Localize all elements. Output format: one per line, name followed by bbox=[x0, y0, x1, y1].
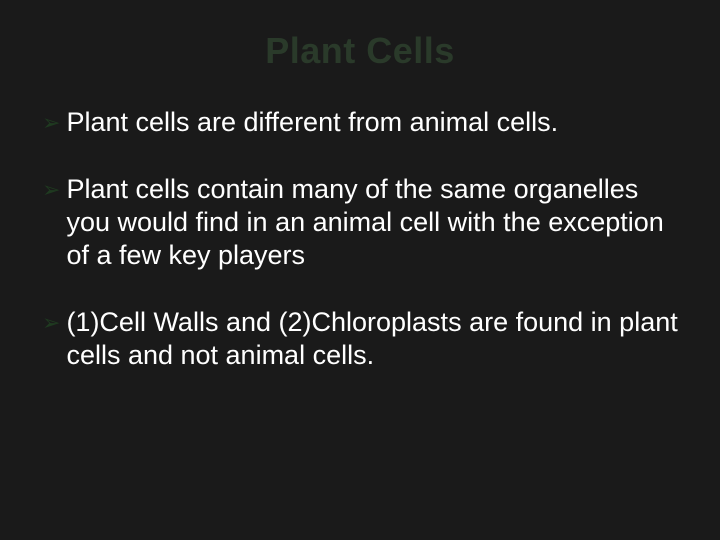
bullet-text: (1)Cell Walls and (2)Chloroplasts are fo… bbox=[66, 306, 678, 372]
bullet-text: Plant cells contain many of the same org… bbox=[66, 173, 678, 272]
bullet-text: Plant cells are different from animal ce… bbox=[66, 106, 678, 139]
list-item: ➢ Plant cells contain many of the same o… bbox=[42, 173, 678, 272]
slide-title: Plant Cells bbox=[42, 30, 678, 72]
bullet-list: ➢ Plant cells are different from animal … bbox=[42, 106, 678, 372]
list-item: ➢ Plant cells are different from animal … bbox=[42, 106, 678, 139]
list-item: ➢ (1)Cell Walls and (2)Chloroplasts are … bbox=[42, 306, 678, 372]
slide: Plant Cells ➢ Plant cells are different … bbox=[0, 0, 720, 540]
bullet-marker-icon: ➢ bbox=[42, 177, 60, 204]
bullet-marker-icon: ➢ bbox=[42, 110, 60, 137]
bullet-marker-icon: ➢ bbox=[42, 310, 60, 337]
